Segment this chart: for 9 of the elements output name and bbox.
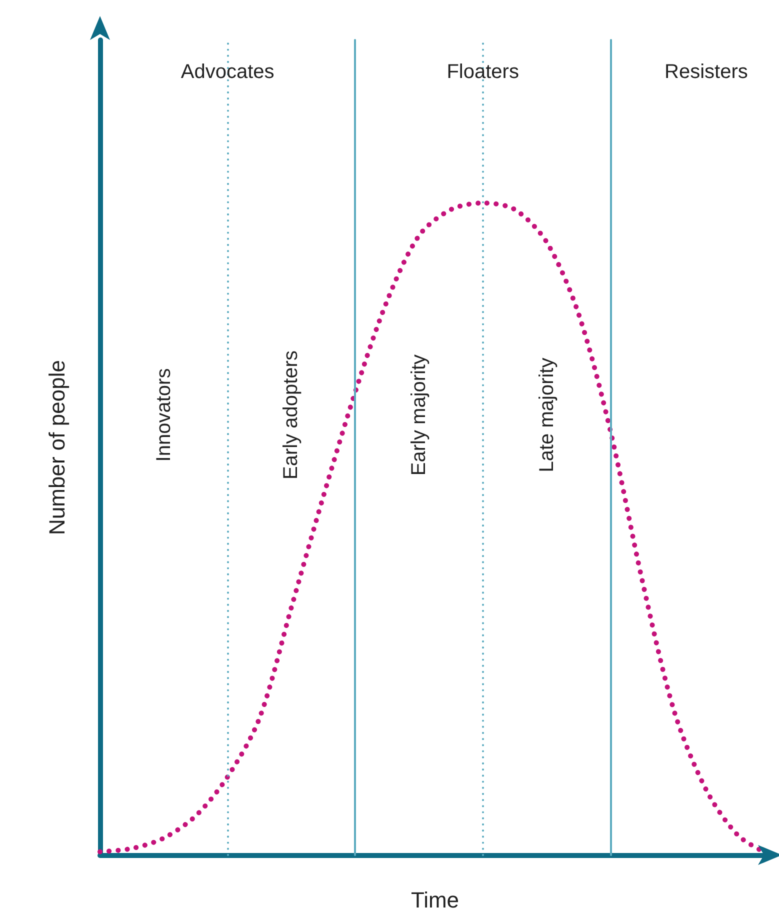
- text: Resisters: [664, 61, 748, 83]
- x-axis-title: Time: [410, 888, 460, 912]
- annotation: Innovators: [152, 368, 175, 462]
- text: Advocates: [180, 61, 274, 83]
- text: Floaters: [446, 61, 519, 83]
- annotation: Early adopters: [280, 350, 302, 480]
- y-axis-title: Number of people: [44, 360, 70, 535]
- annotation: Late majority: [536, 358, 558, 472]
- annotation: Early majority: [408, 354, 430, 476]
